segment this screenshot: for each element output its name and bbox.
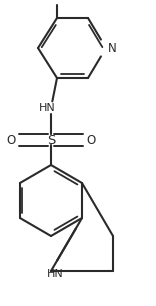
Text: N: N <box>108 42 116 54</box>
Text: HN: HN <box>47 269 63 279</box>
Text: HN: HN <box>39 103 55 113</box>
Text: S: S <box>47 133 55 147</box>
Text: O: O <box>6 133 16 147</box>
Text: O: O <box>86 133 96 147</box>
